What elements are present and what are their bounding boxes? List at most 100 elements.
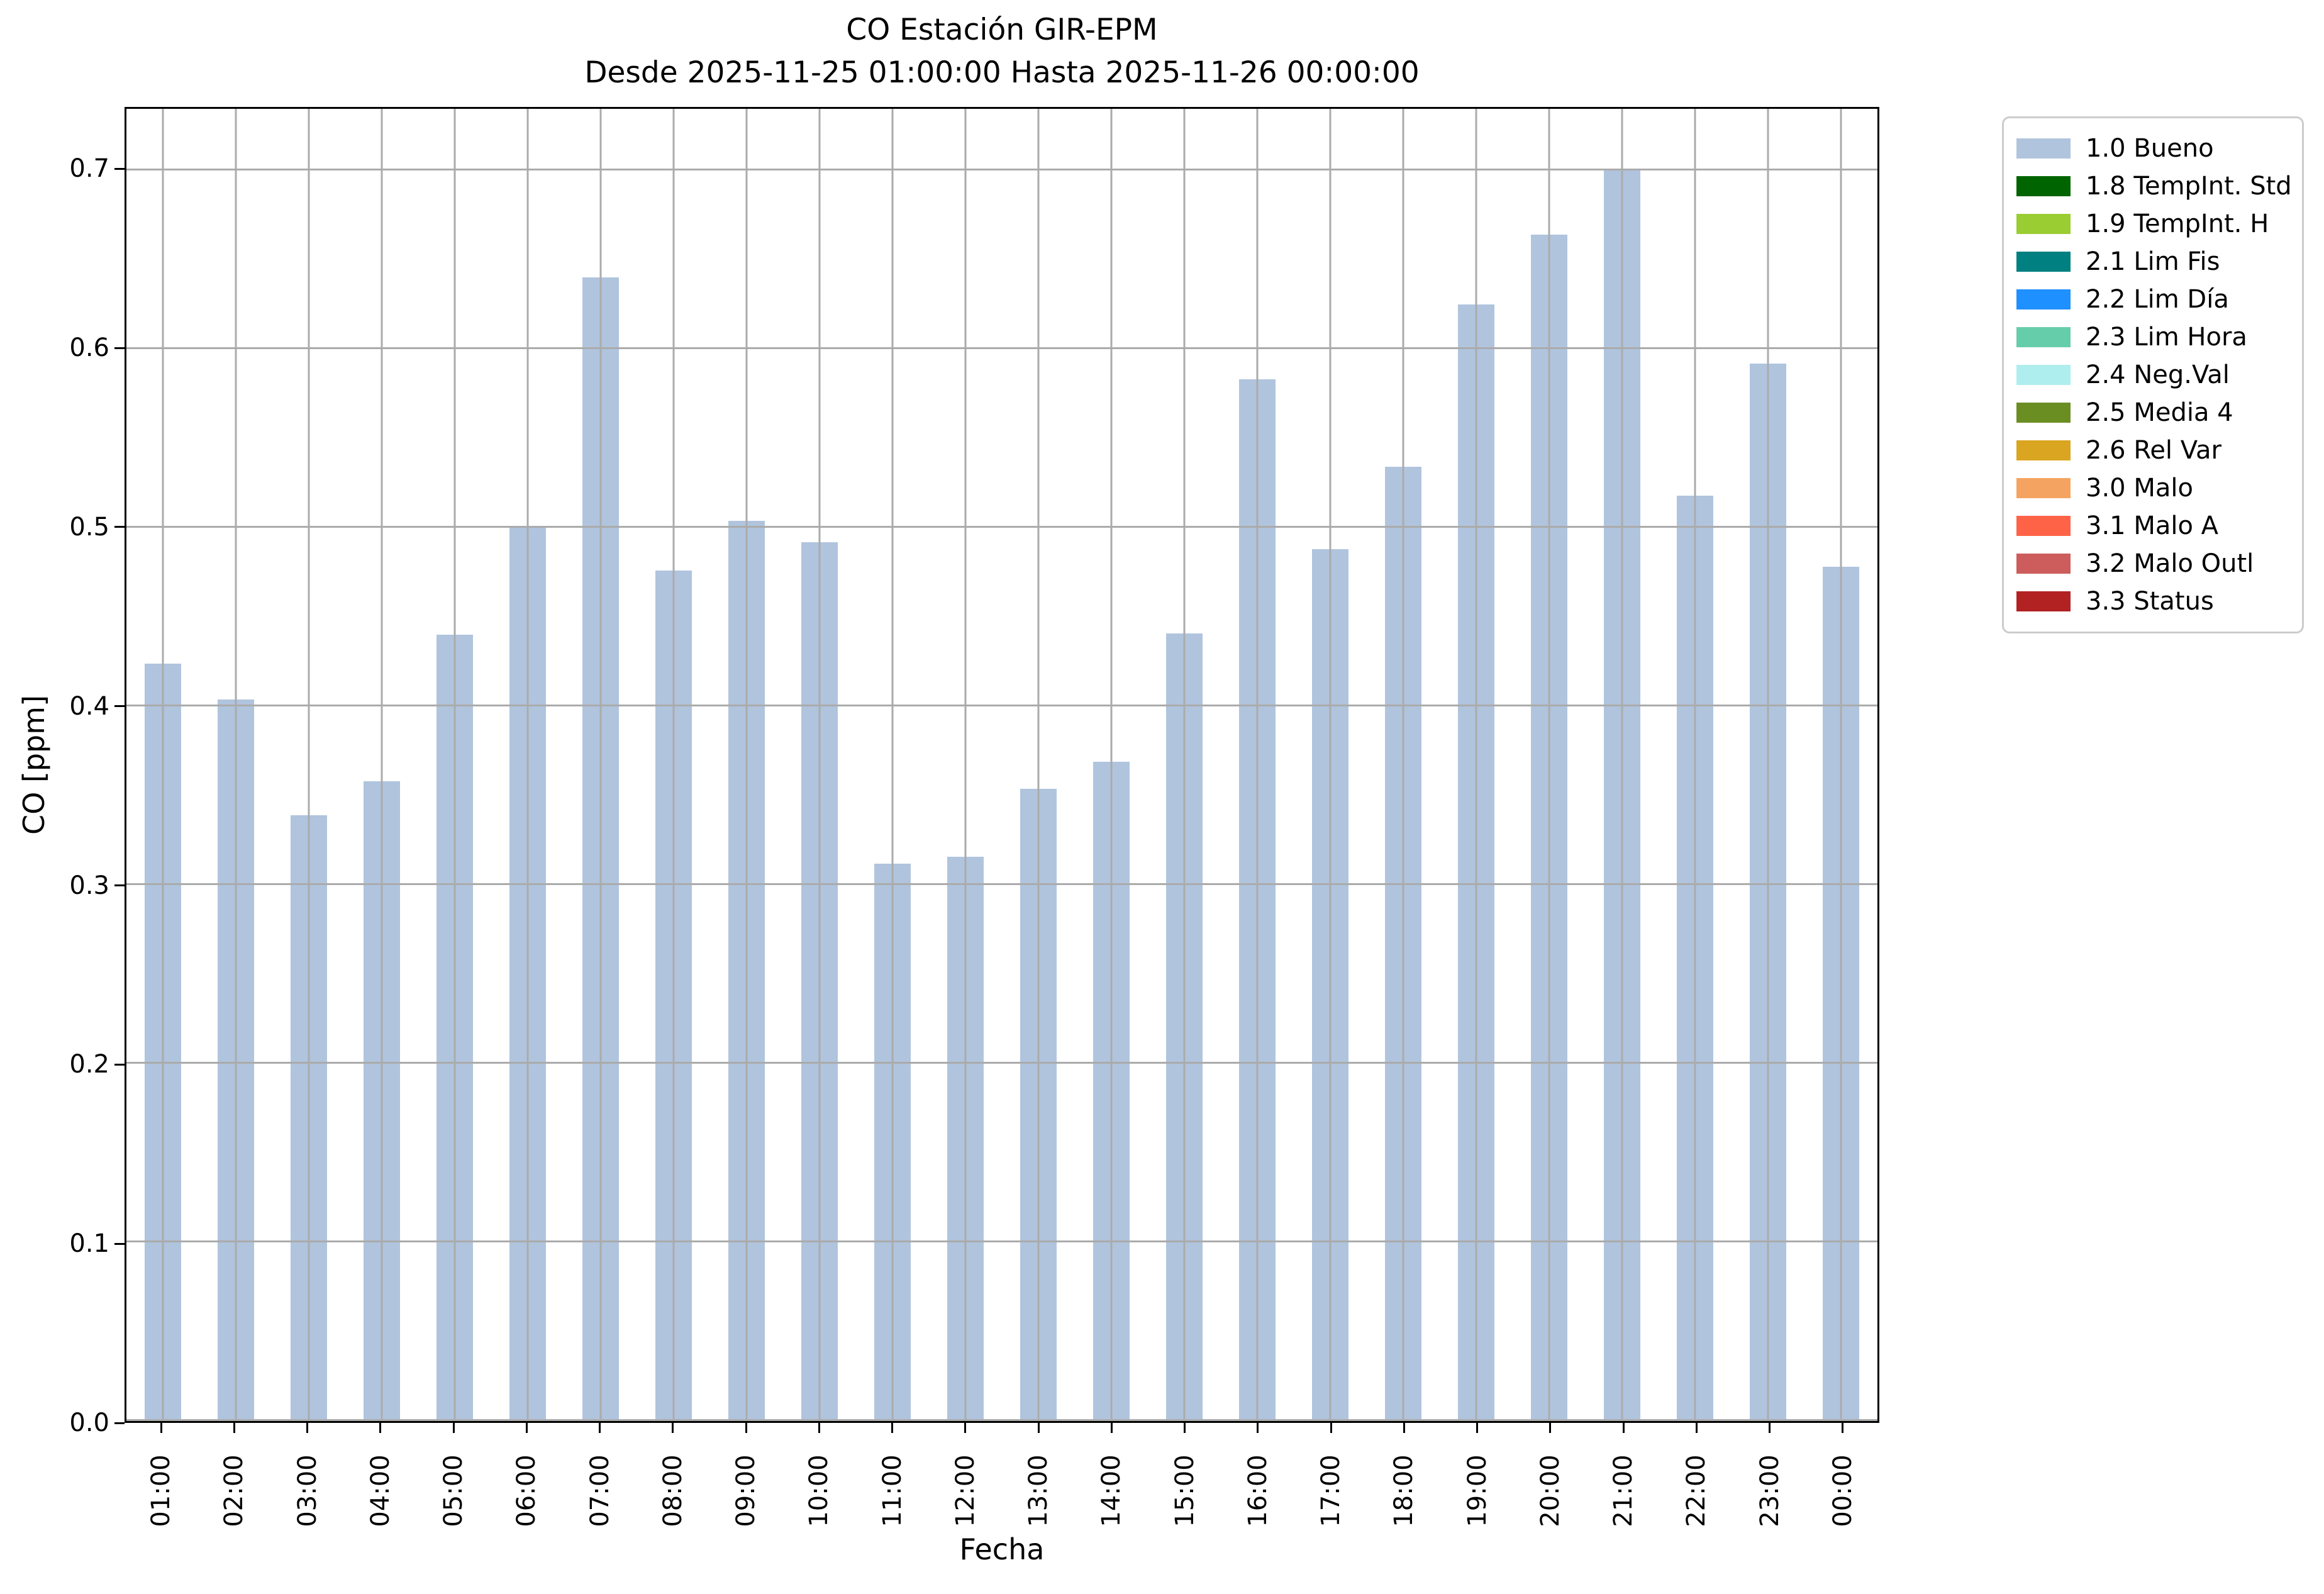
y-gridline [126,168,1877,170]
x-tick-mark [964,1423,967,1433]
x-gridline [891,109,894,1421]
x-tick-mark [452,1423,455,1433]
x-gridline [308,109,310,1421]
x-tick-mark [1037,1423,1040,1433]
x-tick-label: 07:00 [585,1454,614,1527]
x-tick-label: 12:00 [950,1454,980,1527]
x-gridline [1548,109,1550,1421]
x-tick-mark [1769,1423,1771,1433]
x-tick-label: 17:00 [1316,1454,1346,1527]
legend-row: 1.9 TempInt. H [2016,205,2289,243]
legend-label: 2.6 Rel Var [2086,436,2221,465]
x-tick-label: 01:00 [147,1454,176,1527]
x-tick-mark [306,1423,309,1433]
legend-row: 2.2 Lim Día [2016,281,2289,318]
x-tick-label: 05:00 [439,1454,469,1527]
y-gridline [126,526,1877,528]
legend-row: 3.2 Malo Outl [2016,545,2289,582]
x-tick-label: 06:00 [512,1454,542,1527]
x-tick-mark [599,1423,601,1433]
x-axis-label: Fecha [959,1532,1045,1566]
x-tick-label: 14:00 [1097,1454,1126,1527]
y-tick-mark [114,884,125,887]
legend-row: 2.5 Media 4 [2016,394,2289,432]
x-tick-label: 22:00 [1682,1454,1711,1527]
x-tick-mark [525,1423,528,1433]
x-tick-mark [818,1423,820,1433]
x-gridline [745,109,748,1421]
chart-subtitle: Desde 2025-11-25 01:00:00 Hasta 2025-11-… [584,55,1420,91]
legend-label: 3.1 Malo A [2086,511,2219,540]
x-tick-label: 18:00 [1389,1454,1419,1527]
legend-swatch [2016,440,2071,460]
x-tick-label: 08:00 [658,1454,687,1527]
x-tick-mark [1695,1423,1698,1433]
x-tick-label: 20:00 [1535,1454,1565,1527]
y-gridline [126,705,1877,706]
x-gridline [1621,109,1623,1421]
x-tick-mark [233,1423,235,1433]
y-tick-mark [114,1422,125,1424]
y-axis-label: CO [ppm] [17,694,51,835]
chart-title-block: CO Estación GIR-EPM Desde 2025-11-25 01:… [125,9,1879,94]
x-tick-label: 16:00 [1243,1454,1272,1527]
x-gridline [1767,109,1769,1421]
x-tick-label: 19:00 [1462,1454,1492,1527]
x-gridline [1183,109,1186,1421]
x-gridline [964,109,967,1421]
x-tick-label: 21:00 [1609,1454,1638,1527]
legend-row: 3.1 Malo A [2016,507,2289,545]
x-gridline [1037,109,1040,1421]
legend-row: 2.1 Lim Fis [2016,243,2289,281]
x-tick-mark [1184,1423,1186,1433]
y-gridline [126,347,1877,349]
legend-row: 3.0 Malo [2016,469,2289,507]
x-gridline [599,109,602,1421]
y-tick-label: 0.0 [69,1408,109,1437]
legend-row: 3.3 Status [2016,582,2289,620]
y-tick-mark [114,1242,125,1245]
x-tick-mark [891,1423,894,1433]
x-tick-label: 15:00 [1170,1454,1199,1527]
legend-swatch [2016,403,2071,423]
y-tick-label: 0.5 [69,512,109,542]
x-gridline [1402,109,1404,1421]
legend-label: 2.3 Lim Hora [2086,323,2247,352]
x-gridline [453,109,456,1421]
x-gridline [1694,109,1696,1421]
y-tick-mark [114,705,125,708]
legend-label: 1.0 Bueno [2086,134,2214,163]
y-tick-label: 0.7 [69,154,109,184]
y-gridline [126,1240,1877,1242]
x-gridline [1840,109,1842,1421]
legend-label: 3.0 Malo [2086,474,2193,503]
legend-swatch [2016,214,2071,234]
x-tick-label: 02:00 [220,1454,249,1527]
x-tick-mark [1403,1423,1405,1433]
x-tick-mark [1330,1423,1332,1433]
x-tick-label: 13:00 [1024,1454,1054,1527]
legend-swatch [2016,554,2071,574]
legend-swatch [2016,289,2071,309]
plot-area [125,107,1879,1423]
legend-label: 1.9 TempInt. H [2086,209,2269,238]
legend-swatch [2016,365,2071,385]
legend-row: 1.0 Bueno [2016,130,2289,167]
x-gridline [1329,109,1332,1421]
x-gridline [381,109,383,1421]
legend-label: 2.4 Neg.Val [2086,360,2230,389]
x-tick-mark [160,1423,162,1433]
x-tick-mark [379,1423,382,1433]
legend-label: 3.3 Status [2086,587,2214,616]
legend-label: 1.8 TempInt. Std [2086,172,2292,201]
legend-swatch [2016,176,2071,196]
legend-swatch [2016,591,2071,611]
legend-swatch [2016,138,2071,159]
x-gridline [818,109,821,1421]
y-tick-label: 0.4 [69,691,109,721]
x-tick-label: 23:00 [1755,1454,1784,1527]
legend-row: 2.3 Lim Hora [2016,318,2289,356]
y-tick-label: 0.3 [69,871,109,900]
x-tick-mark [1622,1423,1625,1433]
